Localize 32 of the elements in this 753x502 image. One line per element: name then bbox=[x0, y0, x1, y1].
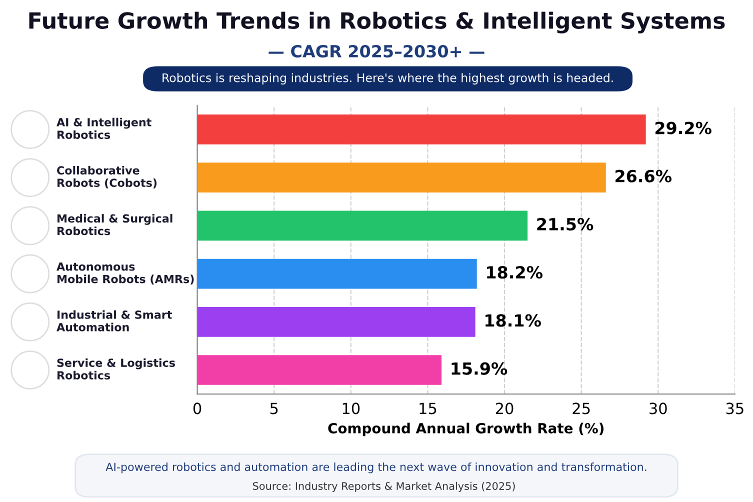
data-label: 18.2% bbox=[487, 266, 542, 279]
x-tick-label: 10 bbox=[342, 402, 360, 414]
data-label: 26.6% bbox=[616, 170, 672, 182]
text: AI-powered robotics and automation are leading the next wave of innovation and transformation. bbox=[106, 462, 646, 474]
y-tick-label: Medical & Surgical Robotics bbox=[57, 214, 172, 236]
chart-title: Future Growth Trends in Robotics & Intelligent Systems bbox=[29, 12, 725, 34]
x-tick-label: 30 bbox=[650, 402, 667, 414]
bar bbox=[197, 114, 646, 144]
data-label: 15.9% bbox=[452, 362, 508, 375]
x-tick-label: 25 bbox=[572, 402, 590, 414]
x-tick-label: 0 bbox=[193, 402, 202, 414]
x-tick-label: 35 bbox=[726, 402, 744, 414]
bar bbox=[197, 258, 477, 289]
bar bbox=[197, 162, 606, 192]
bar bbox=[197, 355, 442, 385]
y-tick-label: Industrial & Smart Automation bbox=[56, 310, 172, 332]
bar bbox=[197, 306, 476, 337]
data-label: 18.1% bbox=[486, 314, 541, 327]
x-axis-title: Compound Annual Growth Rate (%) bbox=[328, 422, 604, 436]
x-tick-label: 20 bbox=[496, 402, 514, 414]
bar bbox=[197, 210, 528, 241]
source-note: Source: Industry Reports & Market Analysis (2025) bbox=[253, 482, 515, 492]
y-tick-label: AI & Intelligent Robotics bbox=[56, 118, 152, 139]
y-tick-label: Autonomous Mobile Robots (AMRs) bbox=[56, 262, 194, 285]
data-label: 21.5% bbox=[537, 218, 594, 231]
chart-subtitle: — CAGR 2025–2030+ — bbox=[268, 44, 484, 58]
x-tick-label: 15 bbox=[420, 402, 436, 414]
y-tick-label: Collaborative Robots (Cobots) bbox=[57, 166, 157, 188]
y-tick-label: Service & Logistics Robotics bbox=[57, 358, 175, 380]
x-tick-label: 5 bbox=[270, 402, 278, 414]
data-label: 29.2% bbox=[655, 122, 712, 134]
text: Robotics is reshaping industries. Here's where the highest growth is headed. bbox=[162, 73, 613, 85]
